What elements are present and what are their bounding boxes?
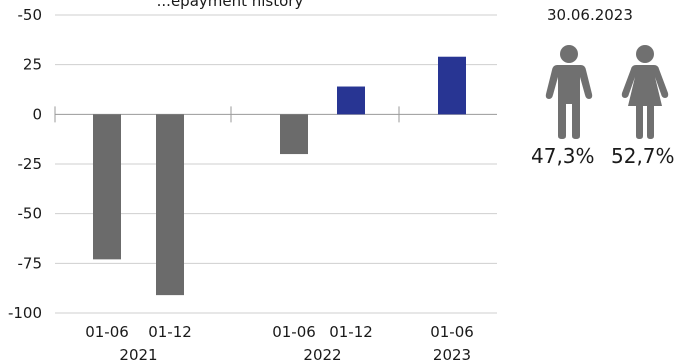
y-tick-label: -50 [18, 205, 43, 223]
x-category-label: 01-12 [329, 323, 373, 341]
y-tick-label: -50 [18, 6, 43, 24]
bar [156, 114, 184, 296]
panel-date: 30.06.2023 [547, 6, 633, 24]
bars [93, 56, 466, 296]
x-category-label: 01-12 [148, 323, 192, 341]
y-tick-label: -25 [18, 155, 43, 173]
chart-title: ...epayment history [157, 0, 304, 10]
category-labels: 01-06 01-12 01-06 01-12 01-06 2021 2022 2023 [85, 323, 474, 363]
y-tick-label: 0 [32, 105, 42, 123]
x-category-label: 01-06 [85, 323, 129, 341]
male-percent: 47,3% [531, 144, 595, 168]
x-group-label: 2022 [303, 346, 341, 363]
male-person-icon [545, 45, 593, 139]
y-axis-ticks: -50 25 0 -25 -50 -75 -100 [8, 6, 42, 322]
x-category-label: 01-06 [272, 323, 316, 341]
bar [280, 114, 308, 155]
x-group-label: 2021 [119, 346, 157, 363]
gridlines [54, 14, 497, 314]
bar [438, 56, 466, 115]
y-tick-label: -100 [8, 304, 42, 322]
female-person-icon [621, 45, 669, 139]
x-category-label: 01-06 [430, 323, 474, 341]
y-tick-label: 25 [23, 56, 42, 74]
female-percent: 52,7% [611, 144, 675, 168]
bar [337, 86, 365, 115]
x-group-label: 2023 [433, 346, 471, 363]
y-tick-label: -75 [18, 254, 43, 272]
bar-chart: ...epayment history -50250-25-50-75-100 … [8, 0, 497, 363]
bar [93, 114, 121, 260]
